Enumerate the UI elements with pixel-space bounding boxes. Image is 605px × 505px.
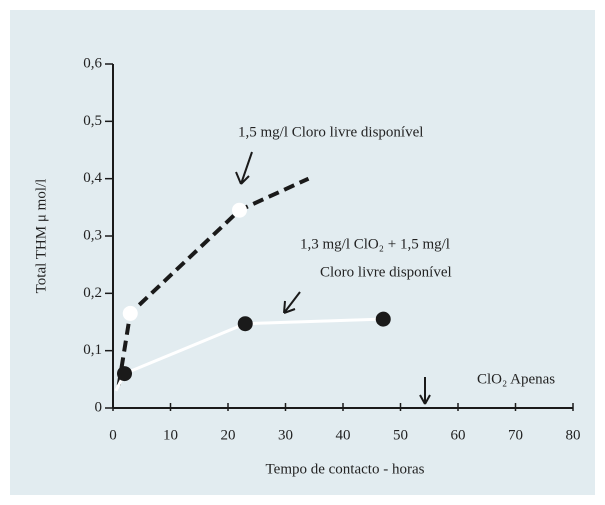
annotation: 1,5 mg/l Cloro livre disponível xyxy=(238,124,423,140)
y-tick-label: 0,2 xyxy=(83,285,102,301)
series-line xyxy=(114,317,384,392)
x-tick-label: 40 xyxy=(336,427,351,443)
x-tick-label: 10 xyxy=(163,427,178,443)
annotation: Cloro livre disponível xyxy=(320,264,452,280)
annotation: ClO₂ Apenas xyxy=(477,371,555,387)
y-tick-label: 0 xyxy=(95,399,103,415)
point xyxy=(375,311,391,327)
x-tick-label: 20 xyxy=(221,427,236,443)
background xyxy=(10,10,595,495)
x-axis-label: Tempo de contacto - horas xyxy=(266,461,425,477)
point xyxy=(232,202,247,218)
x-tick-label: 0 xyxy=(109,427,117,443)
y-tick-label: 0,6 xyxy=(83,55,102,71)
arrows xyxy=(235,151,431,405)
point xyxy=(122,305,138,321)
y-axis-label: Total THM μ mol/l xyxy=(33,179,49,294)
arrow xyxy=(235,151,253,185)
x-tick-label: 50 xyxy=(393,427,408,443)
x-tick-label: 30 xyxy=(278,427,293,443)
y-tick-label: 0,1 xyxy=(83,342,102,358)
y-tick-label: 0,5 xyxy=(83,113,102,129)
x-tick-label: 60 xyxy=(451,427,466,443)
annotation: 1,3 mg/l ClO₂ + 1,5 mg/l xyxy=(300,236,450,252)
arrow xyxy=(419,377,431,405)
arrow xyxy=(283,291,301,314)
series-line xyxy=(116,176,310,386)
point xyxy=(237,316,253,332)
x-tick-label: 70 xyxy=(508,427,523,443)
x-tick-label: 80 xyxy=(566,427,581,443)
y-tick-label: 0,4 xyxy=(83,170,102,186)
y-tick-label: 0,3 xyxy=(83,227,102,243)
point xyxy=(117,366,132,382)
